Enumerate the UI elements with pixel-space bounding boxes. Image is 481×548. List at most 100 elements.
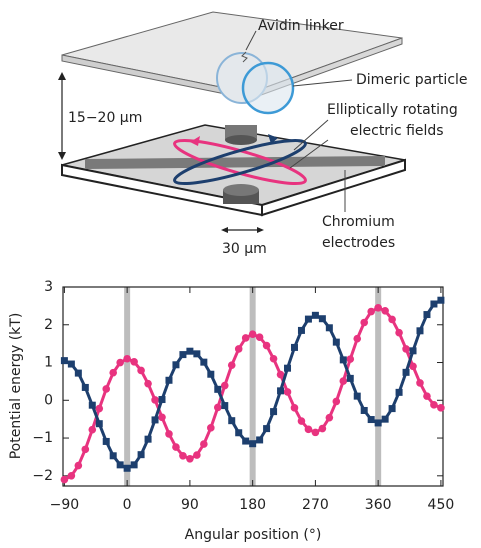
- marker: [116, 358, 124, 367]
- arrow-head: [58, 152, 66, 160]
- marker: [109, 452, 117, 460]
- marker: [290, 404, 299, 412]
- marker: [388, 405, 396, 413]
- marker: [256, 436, 264, 444]
- y-tick-label: 1: [44, 355, 53, 371]
- marker: [144, 379, 152, 388]
- marker: [81, 445, 90, 454]
- marker: [193, 350, 201, 358]
- marker: [227, 361, 236, 369]
- leader: [245, 30, 257, 51]
- marker: [374, 419, 382, 427]
- marker: [179, 451, 187, 460]
- marker: [290, 343, 298, 351]
- marker: [102, 385, 111, 393]
- marker: [130, 461, 138, 469]
- marker: [74, 461, 83, 470]
- marker: [325, 413, 334, 422]
- marker: [402, 345, 410, 353]
- arrow-head: [257, 227, 264, 233]
- marker: [270, 408, 278, 416]
- marker: [60, 475, 69, 484]
- marker: [346, 355, 355, 363]
- highlight-band: [124, 287, 131, 486]
- y-tick-label: −1: [32, 430, 53, 446]
- marker: [74, 369, 82, 377]
- marker: [158, 413, 166, 422]
- marker: [165, 430, 173, 438]
- marker: [207, 370, 215, 378]
- marker: [186, 455, 194, 463]
- marker: [137, 451, 145, 459]
- x-tick-label: −90: [50, 497, 80, 513]
- marker: [102, 437, 110, 445]
- marker: [360, 318, 369, 327]
- arrow-head: [221, 227, 228, 233]
- marker: [228, 417, 236, 425]
- marker: [137, 366, 145, 375]
- highlight-band: [375, 287, 382, 486]
- marker: [304, 315, 312, 323]
- marker: [123, 464, 131, 472]
- marker: [395, 328, 403, 337]
- marker: [221, 402, 229, 410]
- marker: [311, 311, 319, 319]
- label: 15−20 µm: [68, 110, 142, 126]
- marker: [381, 415, 389, 423]
- marker: [67, 360, 75, 368]
- marker: [88, 425, 97, 434]
- marker: [430, 401, 438, 409]
- marker: [423, 311, 431, 319]
- x-tick-label: 450: [428, 497, 455, 513]
- y-tick-label: −2: [32, 468, 53, 484]
- marker: [262, 341, 271, 350]
- marker: [374, 303, 382, 312]
- marker: [332, 338, 340, 346]
- marker: [339, 377, 348, 385]
- marker: [430, 300, 438, 308]
- label: electric fields: [350, 123, 444, 139]
- marker: [81, 383, 89, 391]
- y-tick-label: 0: [44, 392, 53, 408]
- marker: [318, 315, 326, 323]
- marker: [109, 368, 118, 377]
- chart: Potential energy (kT) Angular position (…: [8, 279, 454, 543]
- marker: [416, 327, 424, 335]
- marker: [284, 364, 292, 372]
- marker: [130, 357, 138, 366]
- electrode: [223, 184, 259, 196]
- x-axis-label: Angular position (°): [185, 527, 322, 543]
- marker: [277, 387, 285, 395]
- highlight-band: [249, 287, 256, 486]
- marker: [179, 351, 187, 359]
- marker: [437, 404, 445, 412]
- marker: [242, 437, 250, 445]
- marker: [416, 379, 424, 387]
- marker: [311, 428, 320, 437]
- marker: [367, 416, 375, 424]
- electrode-strip: [85, 156, 385, 169]
- marker: [402, 368, 410, 376]
- marker: [437, 296, 445, 304]
- marker: [241, 334, 250, 342]
- marker: [213, 403, 222, 412]
- marker: [234, 345, 243, 353]
- x-tick-label: 90: [181, 497, 199, 513]
- marker: [88, 401, 96, 409]
- marker: [353, 334, 362, 343]
- label: Avidin linker: [258, 18, 344, 34]
- marker: [151, 396, 159, 404]
- marker: [332, 397, 341, 406]
- marker: [283, 388, 292, 396]
- marker: [95, 404, 104, 413]
- x-tick-label: 180: [239, 497, 266, 513]
- marker: [158, 396, 166, 404]
- marker: [200, 358, 208, 366]
- marker: [360, 406, 368, 414]
- leader: [289, 139, 329, 169]
- y-tick-label: 2: [44, 317, 53, 333]
- marker: [423, 392, 431, 400]
- marker: [95, 420, 103, 428]
- leader: [293, 119, 329, 151]
- marker: [353, 392, 361, 400]
